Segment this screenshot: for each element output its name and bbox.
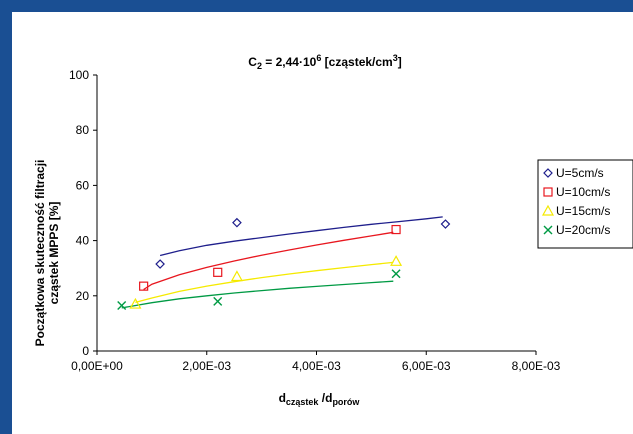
xlabel-mid: /d <box>318 391 332 405</box>
legend-entry-3: U=15cm/s <box>556 204 610 218</box>
y-axis-label-line1: Początkowa skuteczność filtracji <box>33 160 47 347</box>
data-point-series-4 <box>213 296 223 306</box>
y-tick-label: 40 <box>76 234 90 248</box>
legend-marker-2 <box>543 187 553 197</box>
data-point-series-4 <box>117 300 127 310</box>
xlabel-sub2: porów <box>332 397 360 407</box>
x-axis-label: dcząstek /dporów <box>279 391 361 407</box>
data-point-series-1 <box>440 219 451 229</box>
x-tick-label: 8,00E-03 <box>512 359 561 373</box>
x-tick-label: 0,00E+00 <box>71 359 123 373</box>
chart-panel: C2 = 2,44·106 [cząstek/cm3] Początkowa s… <box>12 12 633 434</box>
chart-svg: C2 = 2,44·106 [cząstek/cm3] Początkowa s… <box>33 53 633 407</box>
axes: 0 20 40 60 80 100 0,00E+00 2,00E-03 4,00E-03 6,00… <box>69 68 561 373</box>
x-tick-label: 2,00E-03 <box>182 359 231 373</box>
title-end: [cząstek/cm <box>321 55 392 69</box>
legend-marker-1 <box>543 168 553 178</box>
title-sup2: 3 <box>393 53 398 63</box>
trend-line-series-1 <box>159 216 443 257</box>
marker-x-stroke <box>117 300 127 310</box>
legend-box <box>537 159 633 249</box>
y-axis-label-line2: cząstek MPPS [%] <box>47 202 61 305</box>
trend-line-series-4 <box>121 280 394 309</box>
y-tick-label: 0 <box>82 344 89 358</box>
legend-entry-1: U=5cm/s <box>556 166 604 180</box>
chart-title: C2 = 2,44·106 [cząstek/cm3] <box>248 53 401 71</box>
marker-x-stroke <box>391 269 401 279</box>
xlabel-main: d <box>279 391 286 405</box>
data-point-series-1 <box>155 259 165 269</box>
trend-lines <box>121 216 443 309</box>
title-sub: 2 <box>257 61 262 71</box>
y-tick-label: 60 <box>76 178 90 192</box>
x-tick-label: 4,00E-03 <box>292 359 341 373</box>
data-point-series-2 <box>391 224 401 235</box>
legend-marker-4 <box>543 225 553 235</box>
trend-line-series-3 <box>135 261 394 304</box>
title-sup: 6 <box>316 53 321 63</box>
data-point-series-3 <box>230 270 243 282</box>
marker-x-stroke <box>213 296 223 306</box>
data-point-series-1 <box>232 217 242 228</box>
legend-marker-3 <box>541 204 555 216</box>
data-point-series-4 <box>391 269 401 279</box>
y-tick-label: 100 <box>69 68 89 82</box>
legend: U=5cm/s U=10cm/s U=15cm/s U=20cm/s <box>537 159 633 249</box>
legend-entry-2: U=10cm/s <box>556 185 610 199</box>
data-points <box>117 217 451 310</box>
legend-entry-4: U=20cm/s <box>556 223 610 237</box>
xlabel-sub1: cząstek <box>286 397 320 407</box>
y-tick-label: 80 <box>76 123 90 137</box>
title-mid: = 2,44·10 <box>262 55 317 69</box>
data-point-series-2 <box>139 281 149 291</box>
data-point-series-3 <box>129 297 142 309</box>
y-tick-label: 20 <box>76 289 90 303</box>
data-point-series-2 <box>213 267 223 277</box>
title-close: ] <box>398 55 402 69</box>
x-tick-label: 6,00E-03 <box>402 359 451 373</box>
trend-line-series-2 <box>143 231 394 291</box>
marker-x-stroke <box>543 225 553 235</box>
data-point-series-3 <box>390 255 403 266</box>
title-main: C <box>248 55 257 69</box>
